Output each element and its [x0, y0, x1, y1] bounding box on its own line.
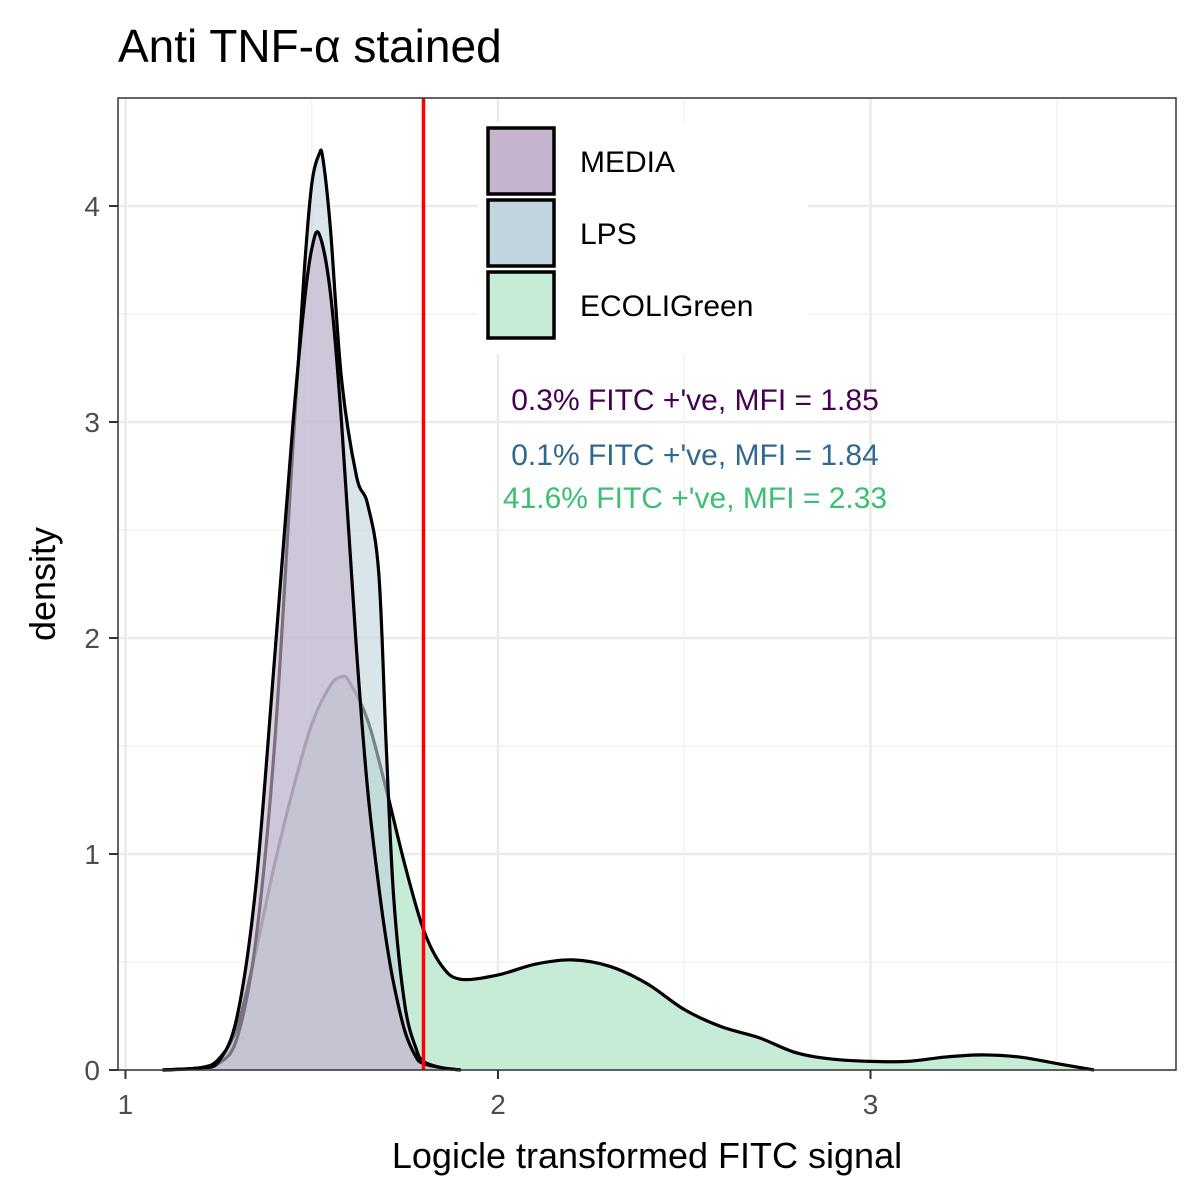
- density-area-media: [162, 231, 461, 1070]
- x-axis-title: Logicle transformed FITC signal: [392, 1135, 902, 1176]
- legend-key-media: [486, 126, 556, 196]
- legend-key-lps: [486, 198, 556, 268]
- annotation-2: 0.1% FITC +'ve, MFI = 1.84: [511, 439, 879, 472]
- y-tick-label: 2: [84, 623, 100, 654]
- legend-label-lps: LPS: [580, 218, 637, 251]
- annotations: 0.3% FITC +'ve, MFI = 1.85 0.1% FITC +'ve…: [503, 384, 887, 515]
- density-series: [162, 148, 1095, 1072]
- y-tick-label: 0: [84, 1055, 100, 1086]
- legend-label-media: MEDIA: [580, 146, 675, 179]
- legend-label-ecoligreen: ECOLIGreen: [580, 290, 753, 323]
- annotation-1: 0.3% FITC +'ve, MFI = 1.85: [511, 384, 879, 417]
- y-tick-label: 4: [84, 191, 100, 222]
- x-axis: 1 2 3: [118, 1070, 879, 1120]
- plot-panel-border: [117, 97, 1177, 1071]
- x-tick-label: 2: [490, 1089, 506, 1120]
- density-line-media: [162, 230, 461, 1072]
- y-tick-label: 1: [84, 839, 100, 870]
- y-axis-title: density: [22, 527, 63, 641]
- x-tick-label: 3: [863, 1089, 879, 1120]
- x-tick-label: 1: [118, 1089, 134, 1120]
- legend: MEDIA LPS ECOLIGreen: [478, 122, 808, 354]
- y-axis: 0 1 2 3 4: [84, 191, 118, 1086]
- annotation-3: 41.6% FITC +'ve, MFI = 2.33: [503, 482, 887, 515]
- y-tick-label: 3: [84, 407, 100, 438]
- chart-title: Anti TNF-α stained: [118, 20, 502, 72]
- legend-key-ecoligreen: [486, 270, 556, 340]
